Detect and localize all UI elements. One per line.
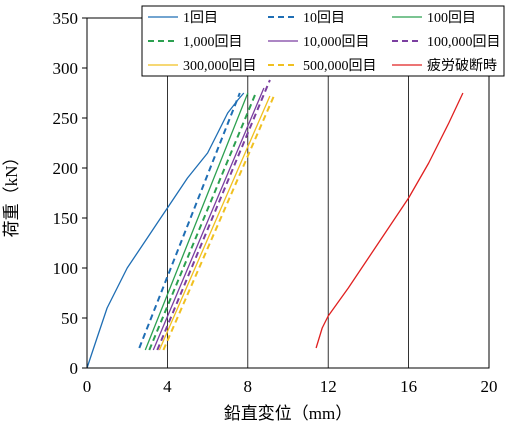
x-tick-label: 12: [320, 377, 337, 396]
series-line-9: [315, 92, 464, 349]
x-axis-title: 鉛直変位（mm）: [224, 404, 352, 423]
y-tick-label: 150: [53, 209, 79, 228]
legend-label: 300,000回目: [183, 58, 257, 74]
x-tick-label: 8: [244, 377, 253, 396]
legend-label: 100,000回目: [427, 34, 501, 50]
series-line-7: [158, 95, 271, 351]
legend: 1回目 10回目 100回目 1,000回目 10,000回目 100,000回目 300,…: [141, 5, 505, 77]
y-tick-label: 350: [53, 9, 79, 28]
legend-label: 疲労破断時: [427, 57, 497, 74]
y-tick-label: 0: [70, 359, 79, 378]
legend-box: [141, 5, 505, 77]
series-line-5: [152, 87, 265, 351]
legend-label: 1回目: [183, 10, 218, 26]
legend-label: 10,000回目: [303, 34, 370, 50]
x-tick-label: 20: [481, 377, 498, 396]
y-tick-label: 100: [53, 259, 79, 278]
legend-label: 1,000回目: [183, 34, 243, 50]
series-lines: [86, 79, 464, 369]
y-tick-label: 50: [61, 309, 78, 328]
y-tick-label: 250: [53, 109, 79, 128]
y-axis-title: 荷重（kN）: [2, 149, 21, 238]
legend-label: 500,000回目: [303, 58, 377, 74]
series-line-8: [162, 95, 275, 351]
y-tick-label: 300: [53, 59, 79, 78]
x-tick-label: 16: [400, 377, 417, 396]
x-tick-label: 0: [83, 377, 92, 396]
series-line-1: [86, 92, 245, 369]
series-line-2: [138, 92, 241, 349]
x-tick-label: 4: [163, 377, 172, 396]
legend-label: 10回目: [303, 10, 345, 26]
series-line-6: [156, 79, 271, 351]
y-tick-label: 200: [53, 159, 79, 178]
series-line-3: [144, 92, 249, 351]
series-line-4: [148, 92, 257, 351]
legend-label: 100回目: [427, 10, 476, 26]
